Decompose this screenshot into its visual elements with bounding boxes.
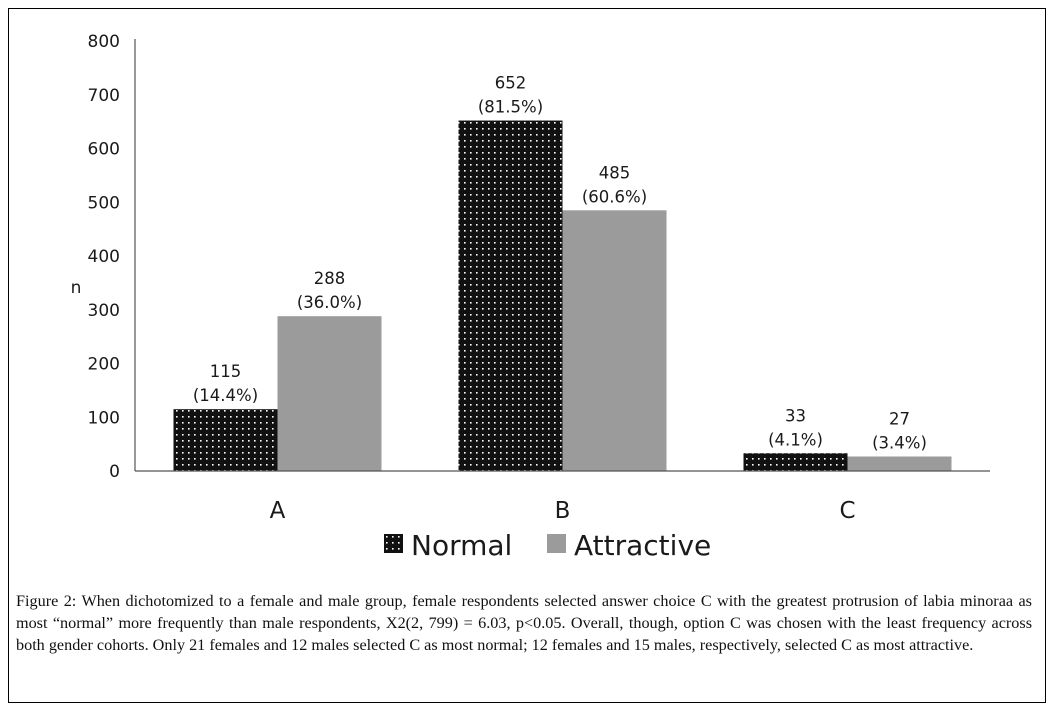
data-label-value: 33 xyxy=(785,406,806,425)
bar-chart: 0 100 200 300 400 500 600 700 800 n 115 (14.4%) 288… xyxy=(71,32,990,562)
caption-label: Figure 2: xyxy=(16,592,77,610)
x-tick-label: A xyxy=(270,498,286,524)
bar-attractive-a xyxy=(277,316,382,471)
data-label-percent: (60.6%) xyxy=(582,187,647,206)
y-tick-label: 0 xyxy=(109,462,120,482)
y-tick-label: 400 xyxy=(88,247,120,267)
x-tick-label: B xyxy=(555,498,571,524)
data-labels: 115 (14.4%) 288 (36.0%) 652 (81.5%) 485 (60.6%)… xyxy=(193,74,927,453)
legend-label-attractive: Attractive xyxy=(574,529,711,562)
bar-attractive-c xyxy=(847,456,952,471)
data-label-value: 485 xyxy=(599,163,631,182)
bar-attractive-b xyxy=(562,210,667,471)
bar-normal-b xyxy=(458,120,563,472)
figure-caption: Figure 2: When dichotomized to a female … xyxy=(16,590,1032,656)
y-tick-label: 800 xyxy=(88,32,120,52)
data-label-value: 652 xyxy=(495,74,527,93)
y-tick-label: 600 xyxy=(88,140,120,160)
legend-swatch-attractive xyxy=(547,534,566,553)
y-tick-label: 500 xyxy=(88,193,120,213)
bar-normal-c xyxy=(743,453,848,471)
x-tick-label: C xyxy=(839,498,855,524)
bar-normal-a xyxy=(173,409,278,471)
bars xyxy=(173,120,952,472)
y-tick-label: 700 xyxy=(88,86,120,106)
legend-label-normal: Normal xyxy=(411,529,512,562)
data-label-percent: (3.4%) xyxy=(872,433,927,452)
x-axis: A B C xyxy=(135,470,990,524)
data-label-value: 27 xyxy=(889,409,910,428)
data-label-percent: (81.5%) xyxy=(478,98,543,117)
y-axis: 0 100 200 300 400 500 600 700 800 n xyxy=(71,32,136,482)
data-label-percent: (36.0%) xyxy=(297,293,362,312)
caption-text: When dichotomized to a female and male g… xyxy=(16,592,1032,654)
legend: Normal Attractive xyxy=(384,529,711,562)
data-label-percent: (4.1%) xyxy=(768,430,823,449)
y-axis-label: n xyxy=(71,278,82,298)
data-label-percent: (14.4%) xyxy=(193,386,258,405)
data-label-value: 288 xyxy=(314,269,346,288)
y-tick-label: 200 xyxy=(88,355,120,375)
y-tick-label: 100 xyxy=(88,408,120,428)
y-tick-label: 300 xyxy=(88,301,120,321)
data-label-value: 115 xyxy=(210,362,242,381)
legend-swatch-normal xyxy=(384,534,403,553)
